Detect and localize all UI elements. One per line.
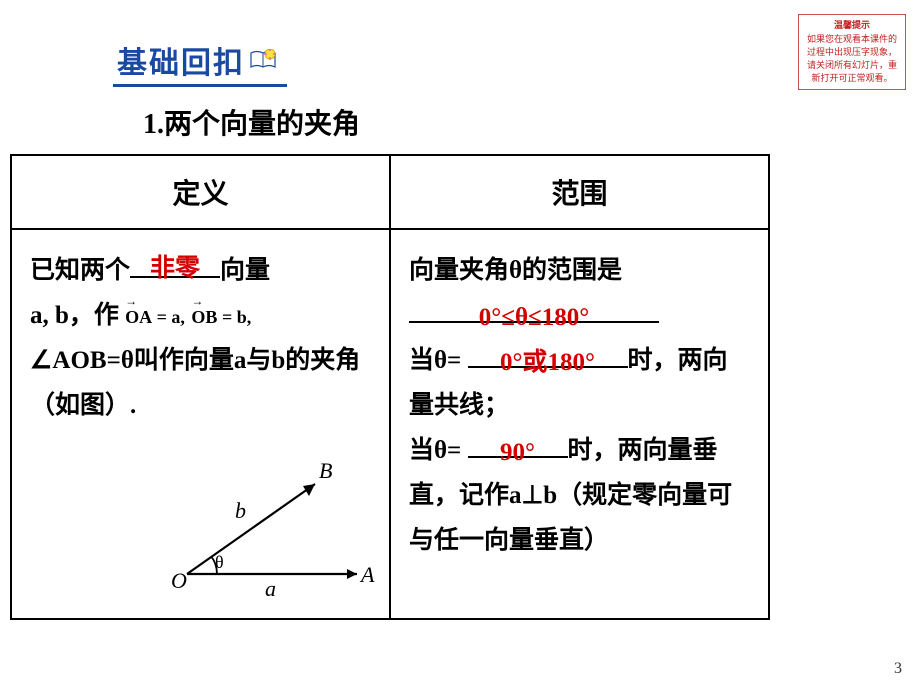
formula-comma: , <box>180 307 185 327</box>
cell-range: 向量夹角θ的范围是 0°≤θ≤180° 当θ= 0°或180°时，两向量共线； … <box>390 229 769 619</box>
def-after-blank: 向量 <box>220 257 270 284</box>
formula-period: , <box>247 307 252 327</box>
blank-perp: 90° <box>468 428 568 473</box>
def-line2-a: a, b，作 <box>30 302 125 329</box>
fill-nonzero: 非零 <box>130 246 220 291</box>
fill-perp: 90° <box>468 430 568 475</box>
fill-collinear: 0°或180° <box>468 340 628 385</box>
table-body-row: 已知两个非零向量 a, b，作 → OA = a, → OB = b, <box>11 229 769 619</box>
def-line3: ∠AOB=θ叫作向量a与b的夹角（如图）. <box>30 338 371 428</box>
table-header-row: 定义 范围 <box>11 155 769 229</box>
diagram-origin-label: O <box>171 568 187 593</box>
page-number: 3 <box>894 660 902 678</box>
range-line2-a: 当θ= <box>409 347 468 374</box>
angle-diagram: O a A b B θ <box>165 428 377 604</box>
diagram-a-label: a <box>265 576 276 601</box>
diagram-theta-label: θ <box>215 552 224 572</box>
def-line1: 已知两个非零向量 <box>30 248 371 293</box>
diagram-B-label: B <box>319 458 332 483</box>
range-line2: 当θ= 0°或180°时，两向量共线； <box>409 338 750 428</box>
formula-eq1: = <box>152 307 171 327</box>
formula-eq2: = <box>217 307 236 327</box>
diagram-b-label: b <box>235 498 246 523</box>
slide: 基础回扣 温馨提示 如果您在观看本课件的过程中出现压字现象，请关闭所有幻灯片，重… <box>0 0 920 690</box>
def-line2: a, b，作 → OA = a, → OB = b, <box>30 293 371 338</box>
section-title: 基础回扣 <box>117 38 245 82</box>
range-blank1-wrap: 0°≤θ≤180° <box>409 293 750 338</box>
book-icon <box>249 49 277 71</box>
fill-range: 0°≤θ≤180° <box>409 295 659 340</box>
col-header-definition: 定义 <box>11 155 390 229</box>
diagram-A-label: A <box>359 562 375 587</box>
range-line3: 当θ= 90°时，两向量垂直，记作a⊥b（规定零向量可与任一向量垂直） <box>409 428 750 563</box>
formula: → OA = a, → OB = b, <box>125 301 251 333</box>
tip-box: 温馨提示 如果您在观看本课件的过程中出现压字现象，请关闭所有幻灯片，重新打开可正… <box>798 14 906 90</box>
tip-title: 温馨提示 <box>803 19 901 32</box>
tip-body: 如果您在观看本课件的过程中出现压字现象，请关闭所有幻灯片，重新打开可正常观看。 <box>803 33 901 85</box>
formula-b: b <box>237 307 247 327</box>
subtitle: 1.两个向量的夹角 <box>143 102 360 142</box>
col-header-range: 范围 <box>390 155 769 229</box>
range-line1: 向量夹角θ的范围是 <box>409 248 750 293</box>
blank-collinear: 0°或180° <box>468 338 628 383</box>
section-header: 基础回扣 <box>113 36 287 87</box>
content-table: 定义 范围 已知两个非零向量 a, b，作 → OA = a, → <box>10 154 770 620</box>
blank-range: 0°≤θ≤180° <box>409 293 659 338</box>
def-prefix: 已知两个 <box>30 257 130 284</box>
range-line3-a: 当θ= <box>409 437 468 464</box>
blank-nonzero: 非零 <box>130 248 220 293</box>
